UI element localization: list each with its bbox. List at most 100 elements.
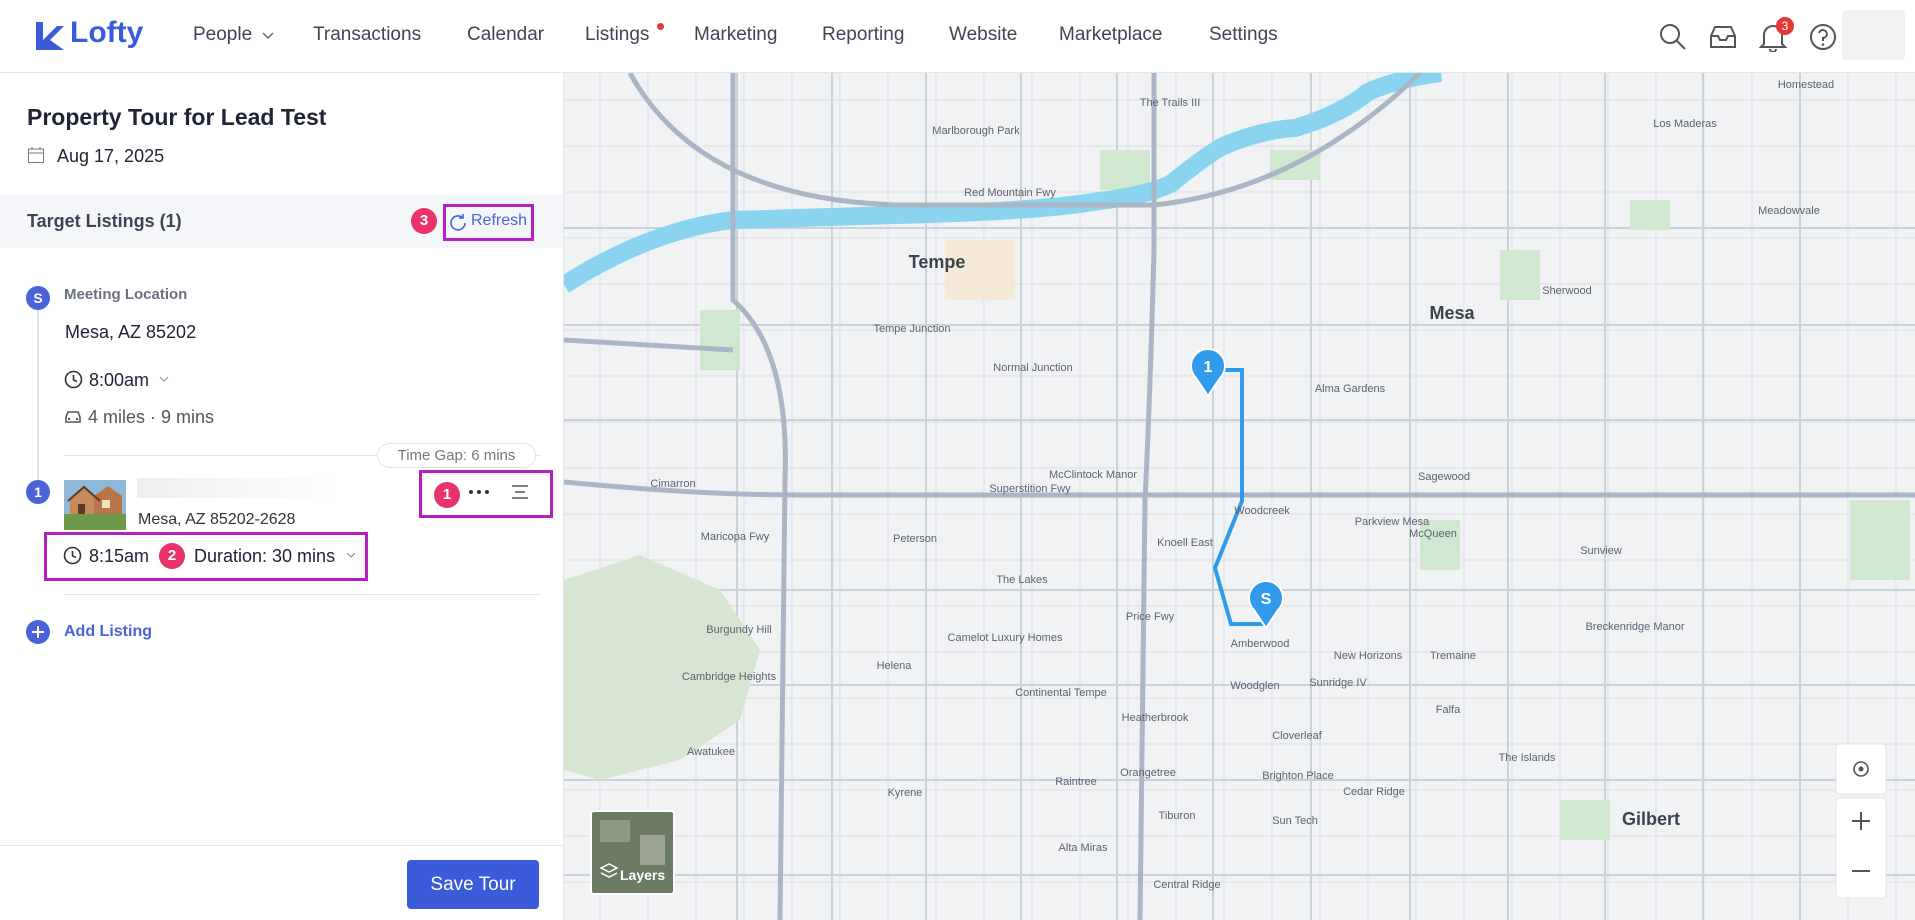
listing-time[interactable]: 8:15am	[89, 546, 150, 566]
map-pin-label: 1	[1204, 359, 1213, 376]
add-icon[interactable]	[26, 620, 50, 644]
map-place-label: Heatherbrook	[1122, 712, 1189, 724]
map-place-label: Central Ridge	[1153, 879, 1220, 891]
time-gap-pill: Time Gap: 6 mins	[377, 443, 536, 468]
inbox-icon[interactable]	[1708, 22, 1738, 52]
map-place-label: Amberwood	[1231, 638, 1290, 650]
divider	[64, 594, 541, 595]
map-place-label: Sun Tech	[1272, 815, 1318, 827]
highlight-box	[44, 532, 368, 581]
map-place-label: The Lakes	[996, 574, 1048, 586]
map-labels: Tempe Mesa Gilbert Tempe Junction Normal Jun…	[650, 79, 1834, 891]
map-place-label: Raintree	[1055, 776, 1097, 788]
map-place-label: Tiburon	[1159, 810, 1196, 822]
nav-item[interactable]: Marketplace	[1059, 24, 1163, 45]
add-listing-link[interactable]: Add Listing	[64, 623, 152, 640]
listing-duration[interactable]: Duration: 30 mins	[194, 546, 336, 566]
map-place-label: Woodglen	[1230, 680, 1279, 692]
map-pin[interactable]: 1	[1190, 347, 1226, 398]
listing-thumbnail	[64, 480, 126, 530]
map-place-label: Awatukee	[687, 746, 735, 758]
nav-item[interactable]: Marketing	[694, 24, 778, 45]
map-place-label: Cimarron	[650, 478, 695, 490]
map-controls	[1835, 743, 1887, 899]
help-icon[interactable]	[1808, 22, 1838, 52]
meeting-time[interactable]: 8:00am	[89, 370, 150, 390]
map-place-label: Breckenridge Manor	[1585, 621, 1684, 633]
map-place-label: The Islands	[1499, 752, 1556, 764]
annotation-badge: 3	[411, 208, 437, 234]
stop-marker: 1	[26, 480, 50, 504]
travel-info: 4 miles · 9 mins	[88, 407, 215, 427]
map-pin-label: S	[1261, 591, 1272, 608]
map-place-label: Knoell East	[1157, 537, 1213, 549]
target-listings-heading: Target Listings (1)	[27, 211, 182, 231]
map-place-label: Peterson	[893, 533, 937, 545]
map-place-label: The Trails III	[1140, 97, 1201, 109]
map-place-label: Sunridge IV	[1309, 677, 1367, 689]
map-city-label: Mesa	[1429, 303, 1475, 323]
tour-panel: Property Tour for Lead Test Aug 17, 2025…	[0, 73, 564, 920]
map[interactable]: Tempe Mesa Gilbert Tempe Junction Normal Jun…	[564, 73, 1915, 920]
map-place-label: Alta Miras	[1059, 842, 1108, 854]
annotation-badge: 2	[159, 543, 185, 569]
map-place-label: Los Maderas	[1653, 118, 1717, 130]
map-place-label: Sherwood	[1542, 285, 1592, 297]
annotation-badge: 1	[434, 482, 460, 508]
map-place-label: Maricopa Fwy	[701, 531, 770, 543]
route-line	[1208, 368, 1266, 626]
nav-dot	[657, 23, 664, 30]
map-place-label: Orangetree	[1120, 767, 1176, 779]
tour-date: Aug 17, 2025	[57, 146, 165, 166]
map-place-label: Red Mountain Fwy	[964, 187, 1056, 199]
zoom-in[interactable]	[1852, 812, 1870, 830]
logo-text: Lofty	[70, 16, 144, 49]
sand-area	[945, 240, 1015, 300]
refresh-icon[interactable]	[449, 213, 467, 231]
start-marker: S	[26, 286, 50, 310]
nav-item[interactable]: Reporting	[822, 24, 905, 45]
nav-item[interactable]: Listings	[585, 24, 650, 45]
more-icon[interactable]	[468, 489, 490, 495]
map-place-label: Marlborough Park	[932, 125, 1020, 137]
map-pin[interactable]: S	[1248, 579, 1284, 630]
parks	[564, 150, 1910, 840]
map-place-label: Camelot Luxury Homes	[948, 632, 1063, 644]
map-place-label: Burgundy Hill	[706, 624, 771, 636]
nav-item[interactable]: Settings	[1209, 24, 1278, 45]
reorder-icon[interactable]	[510, 484, 530, 500]
map-place-label: Meadowvale	[1758, 205, 1820, 217]
nav-item[interactable]: Calendar	[467, 24, 545, 45]
nav-item[interactable]: Transactions	[313, 24, 422, 45]
nav-item[interactable]: People	[193, 24, 253, 45]
map-place-label: Helena	[877, 660, 913, 672]
map-place-label: Tempe Junction	[873, 323, 950, 335]
map-place-label: Cambridge Heights	[682, 671, 777, 683]
avatar[interactable]	[1842, 10, 1905, 60]
layers-button[interactable]: Layers	[590, 810, 675, 895]
refresh-button[interactable]: Refresh	[471, 212, 528, 229]
clock-icon	[64, 370, 83, 389]
chevron	[262, 32, 274, 40]
save-tour-button[interactable]: Save Tour	[407, 860, 539, 909]
map-place-label: Woodcreek	[1234, 505, 1290, 517]
nav-item[interactable]: Website	[949, 24, 1018, 45]
map-place-label: Cloverleaf	[1272, 730, 1322, 742]
search-icon[interactable]	[1658, 22, 1688, 52]
map-place-label: Parkview Mesa	[1355, 516, 1430, 528]
logo-icon	[36, 22, 64, 50]
map-place-label: Alma Gardens	[1315, 383, 1386, 395]
clock-icon	[63, 546, 82, 565]
notification-badge: 3	[1776, 17, 1794, 35]
locate-button[interactable]	[1853, 761, 1869, 777]
map-place-label: Sagewood	[1418, 471, 1470, 483]
map-city-label: Gilbert	[1622, 809, 1680, 829]
map-place-label: Cedar Ridge	[1343, 786, 1405, 798]
chevron	[346, 552, 356, 558]
freeways	[564, 73, 1915, 920]
divider	[64, 455, 541, 456]
map-place-label: Kyrene	[888, 787, 923, 799]
listing-address: Mesa, AZ 85202-2628	[138, 511, 296, 528]
map-place-label: New Horizons	[1334, 650, 1403, 662]
